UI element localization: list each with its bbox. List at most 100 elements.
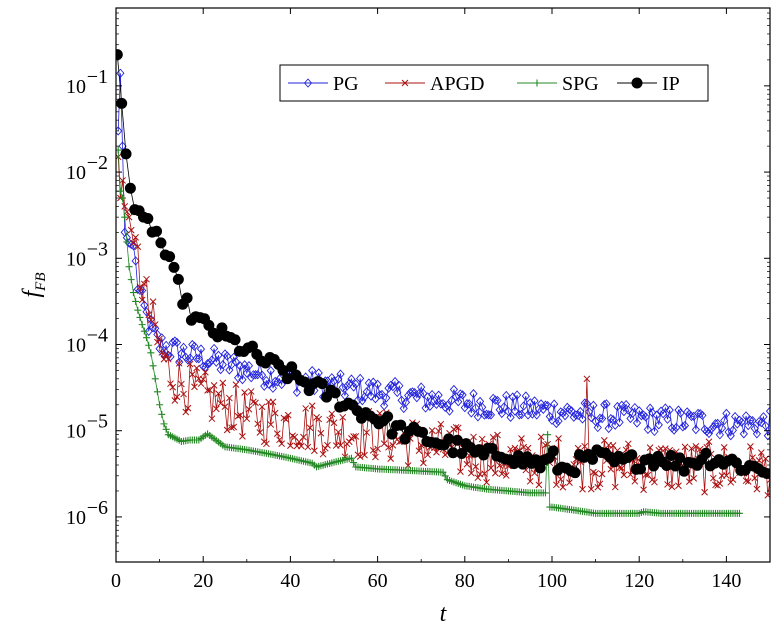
data-point-cross — [428, 427, 436, 434]
data-point-plus — [145, 341, 153, 349]
data-point-diamond — [752, 429, 762, 439]
data-point-plus — [119, 194, 127, 202]
data-point-cross — [300, 433, 307, 441]
data-point-circle — [124, 182, 136, 194]
data-point-plus — [541, 489, 549, 497]
data-point-cross — [276, 436, 283, 444]
data-point-diamond — [229, 352, 238, 363]
data-point-cross — [273, 430, 281, 437]
data-point-cross — [269, 398, 277, 406]
data-point-diamond — [465, 399, 474, 409]
data-point-cross — [688, 445, 695, 452]
data-point-cross — [579, 485, 586, 493]
data-point-cross — [182, 408, 190, 416]
data-point-cross — [749, 454, 756, 461]
data-point-diamond — [308, 365, 317, 376]
data-point-diamond — [397, 395, 406, 405]
legend-item-pg: PG — [288, 73, 359, 95]
data-point-diamond — [741, 411, 751, 421]
data-point-diamond — [170, 336, 179, 346]
data-point-plus — [127, 276, 135, 284]
svg-text:fFB: fFB — [19, 273, 49, 298]
data-point-cross — [624, 440, 632, 448]
data-point-cross — [289, 432, 296, 440]
data-point-diamond — [493, 395, 502, 406]
data-point-diamond — [264, 379, 273, 389]
data-point-cross — [646, 444, 654, 451]
data-point-cross — [197, 380, 205, 388]
x-axis: 0 20 40 60 80 100 120 140 — [111, 8, 741, 592]
data-point-cross — [271, 409, 279, 417]
data-point-cross — [140, 280, 148, 288]
series-spg — [116, 146, 743, 517]
data-point-diamond — [377, 389, 387, 400]
data-point-diamond — [371, 394, 380, 404]
data-point-cross — [321, 444, 329, 452]
data-point-cross — [350, 433, 357, 440]
data-point-diamond — [693, 408, 703, 419]
data-point-diamond — [759, 412, 768, 422]
data-point-circle — [631, 77, 643, 89]
data-point-diamond — [336, 369, 345, 379]
data-point-circle — [168, 261, 180, 273]
data-point-cross — [306, 424, 314, 432]
data-point-diamond — [489, 393, 498, 404]
data-point-cross — [287, 442, 294, 450]
data-point-diamond — [231, 357, 240, 367]
data-point-diamond — [236, 361, 245, 371]
data-point-diamond — [602, 399, 611, 409]
data-point-cross — [221, 403, 229, 410]
data-point-diamond — [454, 397, 463, 407]
data-point-cross — [494, 431, 501, 439]
data-point-cross — [226, 394, 233, 402]
data-point-cross — [566, 479, 573, 486]
data-point-diamond — [218, 360, 227, 370]
data-point-diamond — [506, 412, 515, 423]
data-point-circle — [534, 462, 546, 474]
data-point-diamond — [676, 408, 685, 418]
data-point-cross — [651, 478, 658, 486]
data-point-cross — [284, 411, 292, 419]
data-point-cross — [640, 486, 647, 494]
data-point-circle — [212, 331, 224, 343]
data-point-diamond — [513, 390, 522, 400]
data-point-diamond — [210, 343, 219, 354]
data-point-plus — [350, 459, 358, 467]
series-layer — [116, 49, 770, 517]
legend-item-ip: IP — [617, 73, 680, 95]
data-point-cross — [178, 380, 185, 388]
data-point-diamond — [273, 377, 282, 387]
data-point-cross — [127, 226, 135, 234]
data-point-diamond — [578, 414, 587, 424]
data-point-diamond — [604, 423, 613, 434]
data-point-diamond — [384, 383, 393, 393]
data-point-diamond — [637, 411, 646, 421]
data-point-diamond — [532, 410, 541, 420]
data-point-cross — [337, 441, 344, 449]
y-axis-label: fFB — [19, 273, 49, 298]
data-point-cross — [202, 368, 209, 376]
data-point-diamond — [434, 390, 443, 400]
data-point-circle — [635, 463, 647, 475]
data-point-cross — [581, 442, 589, 450]
data-point-cross — [258, 403, 266, 411]
data-point-diamond — [733, 419, 742, 429]
data-point-cross — [162, 351, 170, 358]
data-point-cross — [256, 429, 264, 436]
data-point-cross — [245, 405, 253, 413]
data-point-cross — [424, 451, 432, 459]
y-tick-label: 10 — [66, 248, 86, 270]
data-point-cross — [420, 459, 427, 467]
data-point-cross — [620, 471, 628, 479]
data-point-cross — [156, 335, 163, 343]
data-point-cross — [173, 393, 181, 401]
data-point-diamond — [393, 387, 402, 398]
data-point-diamond — [251, 370, 260, 380]
data-point-diamond — [582, 398, 591, 409]
data-point-cross — [154, 338, 161, 346]
data-point-cross — [267, 421, 275, 428]
data-point-diamond — [567, 406, 576, 416]
data-point-cross — [474, 474, 482, 482]
data-point-cross — [596, 480, 604, 488]
data-point-plus — [123, 238, 131, 246]
